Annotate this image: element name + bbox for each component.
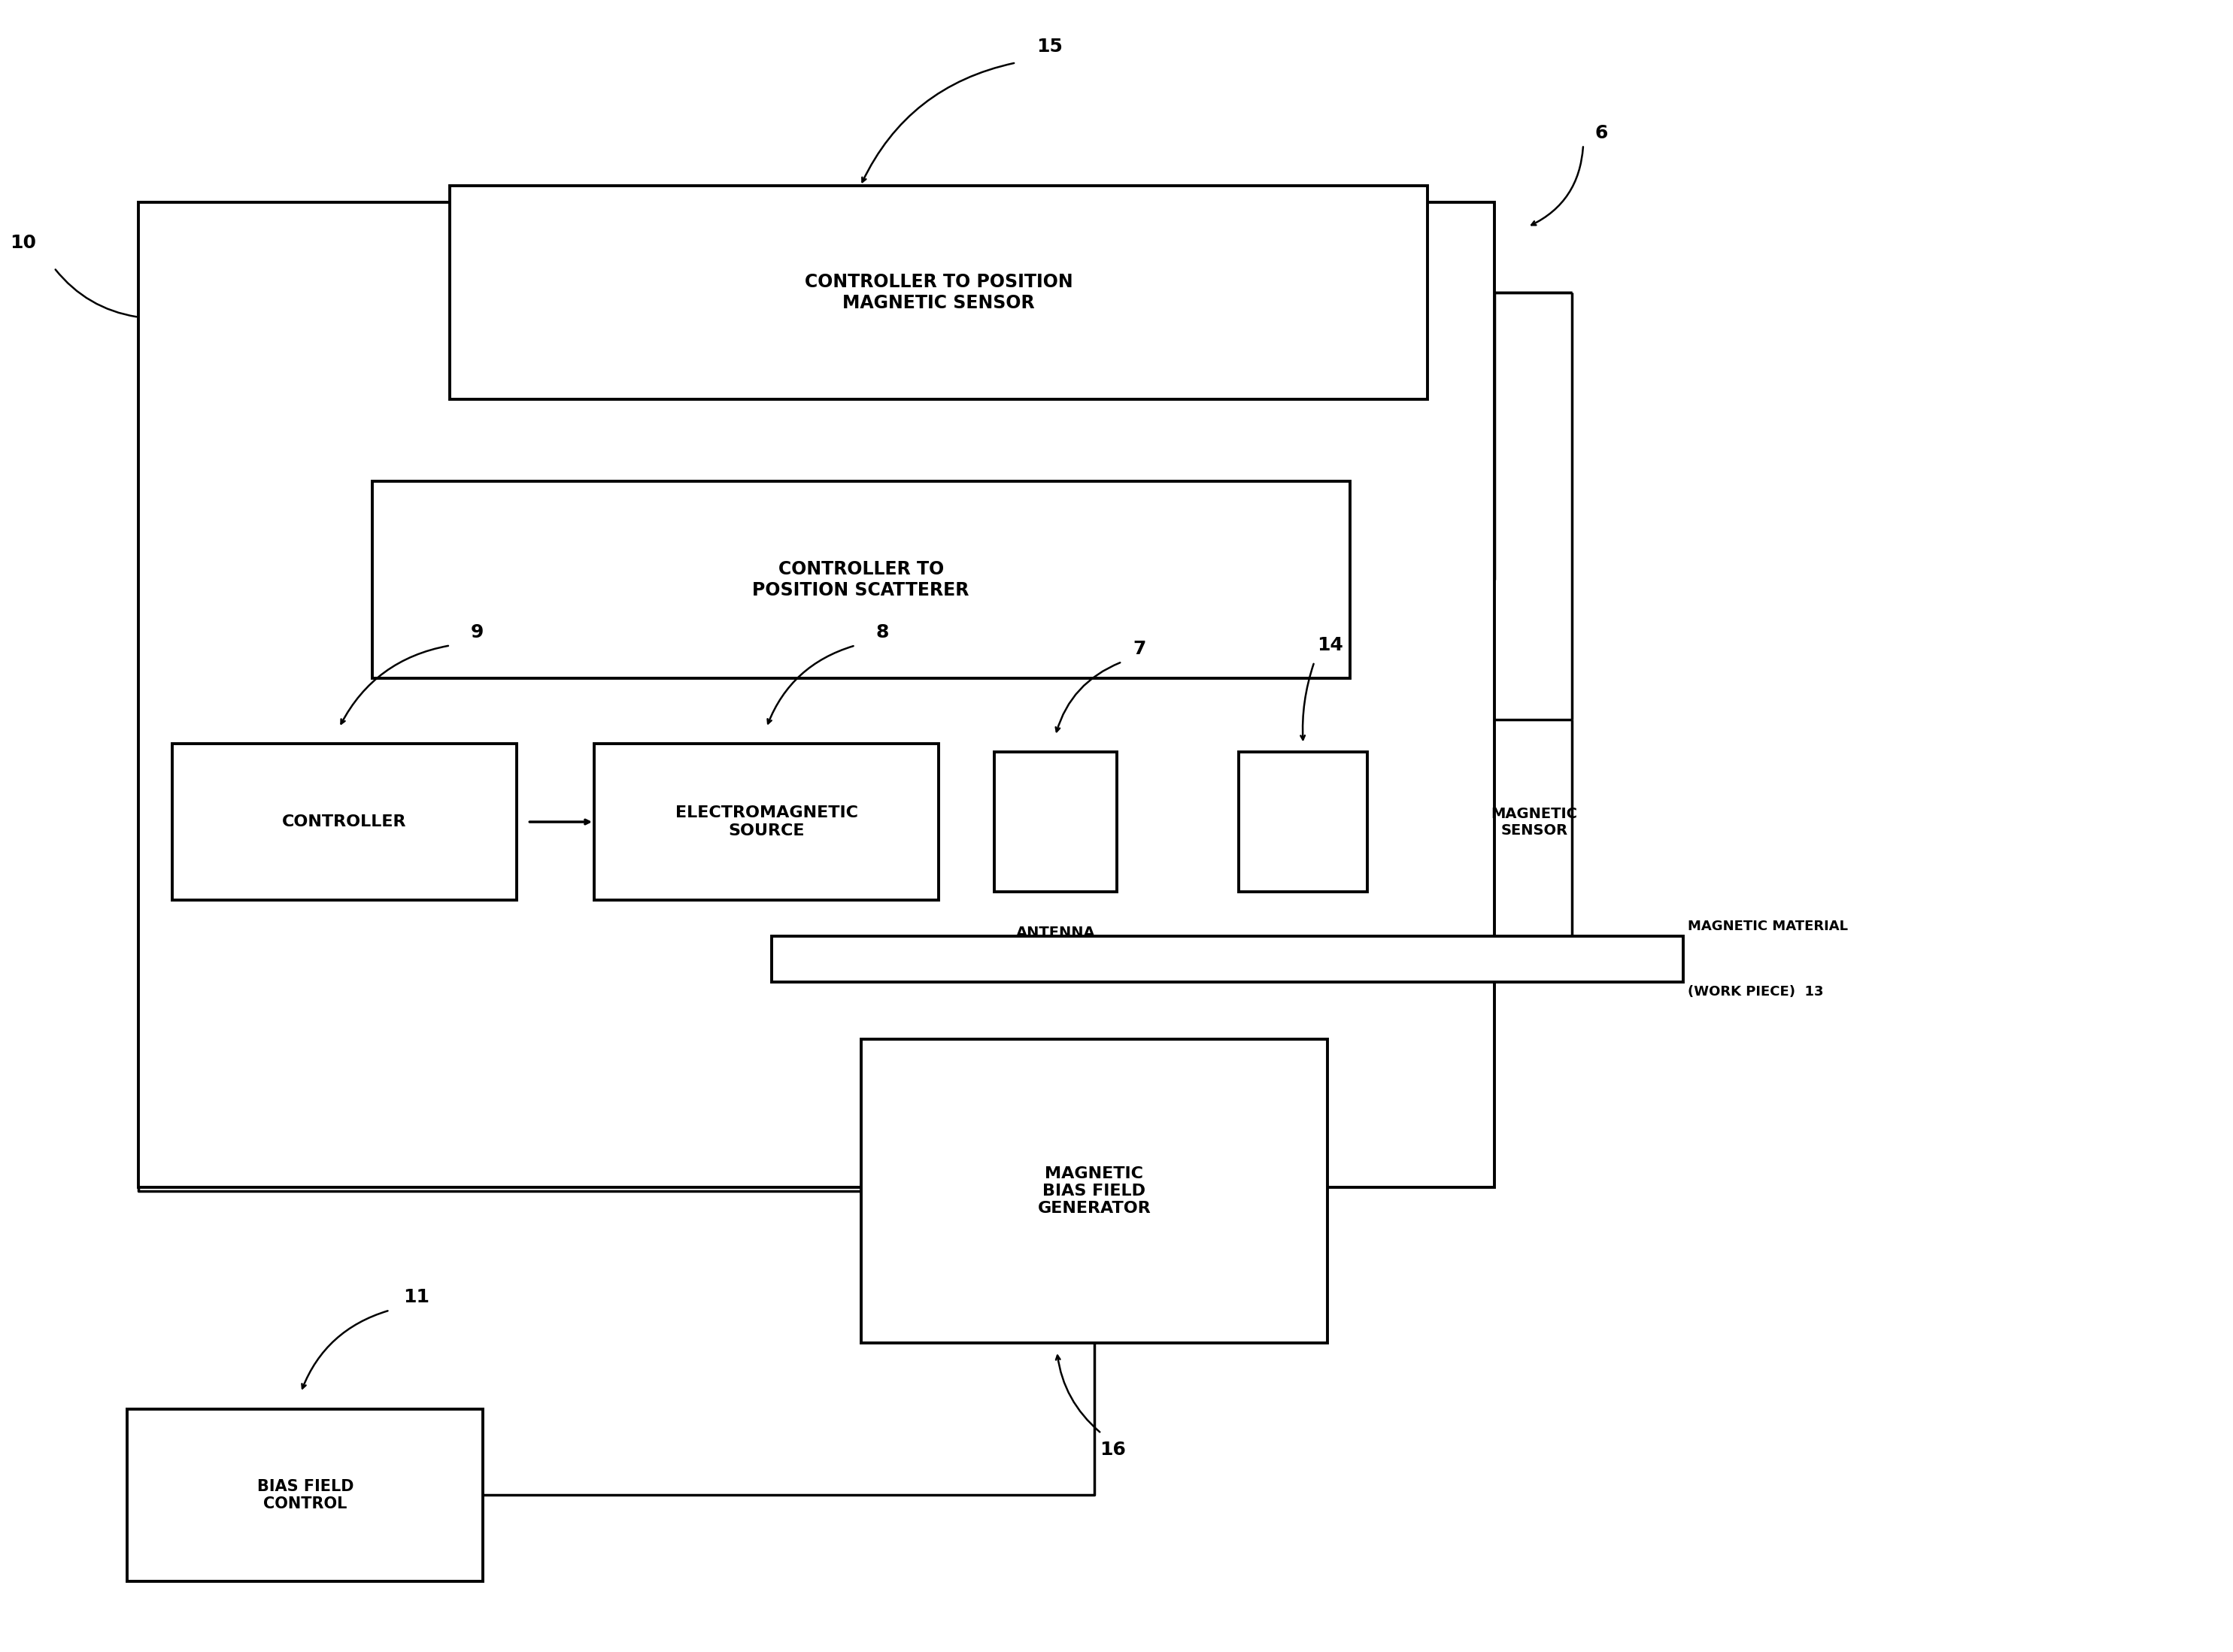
Bar — [773, 937, 1684, 981]
Bar — [1239, 752, 1367, 892]
Text: MAGNETIC MATERIAL: MAGNETIC MATERIAL — [1688, 920, 1849, 933]
Bar — [449, 185, 1427, 400]
Text: MAGNETIC
BIAS FIELD
GENERATOR: MAGNETIC BIAS FIELD GENERATOR — [1038, 1166, 1150, 1216]
Text: BIAS FIELD
CONTROL: BIAS FIELD CONTROL — [257, 1479, 353, 1512]
Text: CONTROLLER TO
POSITION SCATTERER: CONTROLLER TO POSITION SCATTERER — [753, 560, 969, 600]
Text: 14: 14 — [1317, 636, 1342, 654]
Text: 8: 8 — [875, 623, 889, 641]
Text: ANTENNA: ANTENNA — [1016, 925, 1094, 940]
Bar — [862, 1039, 1329, 1343]
Bar — [138, 202, 1494, 1188]
Bar — [373, 481, 1351, 679]
Text: ELECTROMAGNETIC
SOURCE: ELECTROMAGNETIC SOURCE — [674, 806, 857, 838]
Text: 7: 7 — [1134, 639, 1146, 657]
Text: (WORK PIECE)  13: (WORK PIECE) 13 — [1688, 985, 1824, 998]
Text: 16: 16 — [1099, 1441, 1125, 1459]
Text: CONTROLLER TO POSITION
MAGNETIC SENSOR: CONTROLLER TO POSITION MAGNETIC SENSOR — [804, 273, 1072, 312]
Text: 9: 9 — [471, 623, 485, 641]
Text: CONTROLLER: CONTROLLER — [281, 814, 406, 829]
Text: MAGNETIC
SENSOR: MAGNETIC SENSOR — [1492, 806, 1576, 838]
Text: 15: 15 — [1036, 38, 1063, 55]
Bar — [994, 752, 1116, 892]
Bar — [127, 1409, 482, 1581]
Bar — [594, 743, 938, 900]
Bar — [172, 743, 516, 900]
Text: 10: 10 — [9, 235, 36, 253]
Text: 11: 11 — [404, 1289, 429, 1307]
Text: 6: 6 — [1594, 124, 1608, 142]
